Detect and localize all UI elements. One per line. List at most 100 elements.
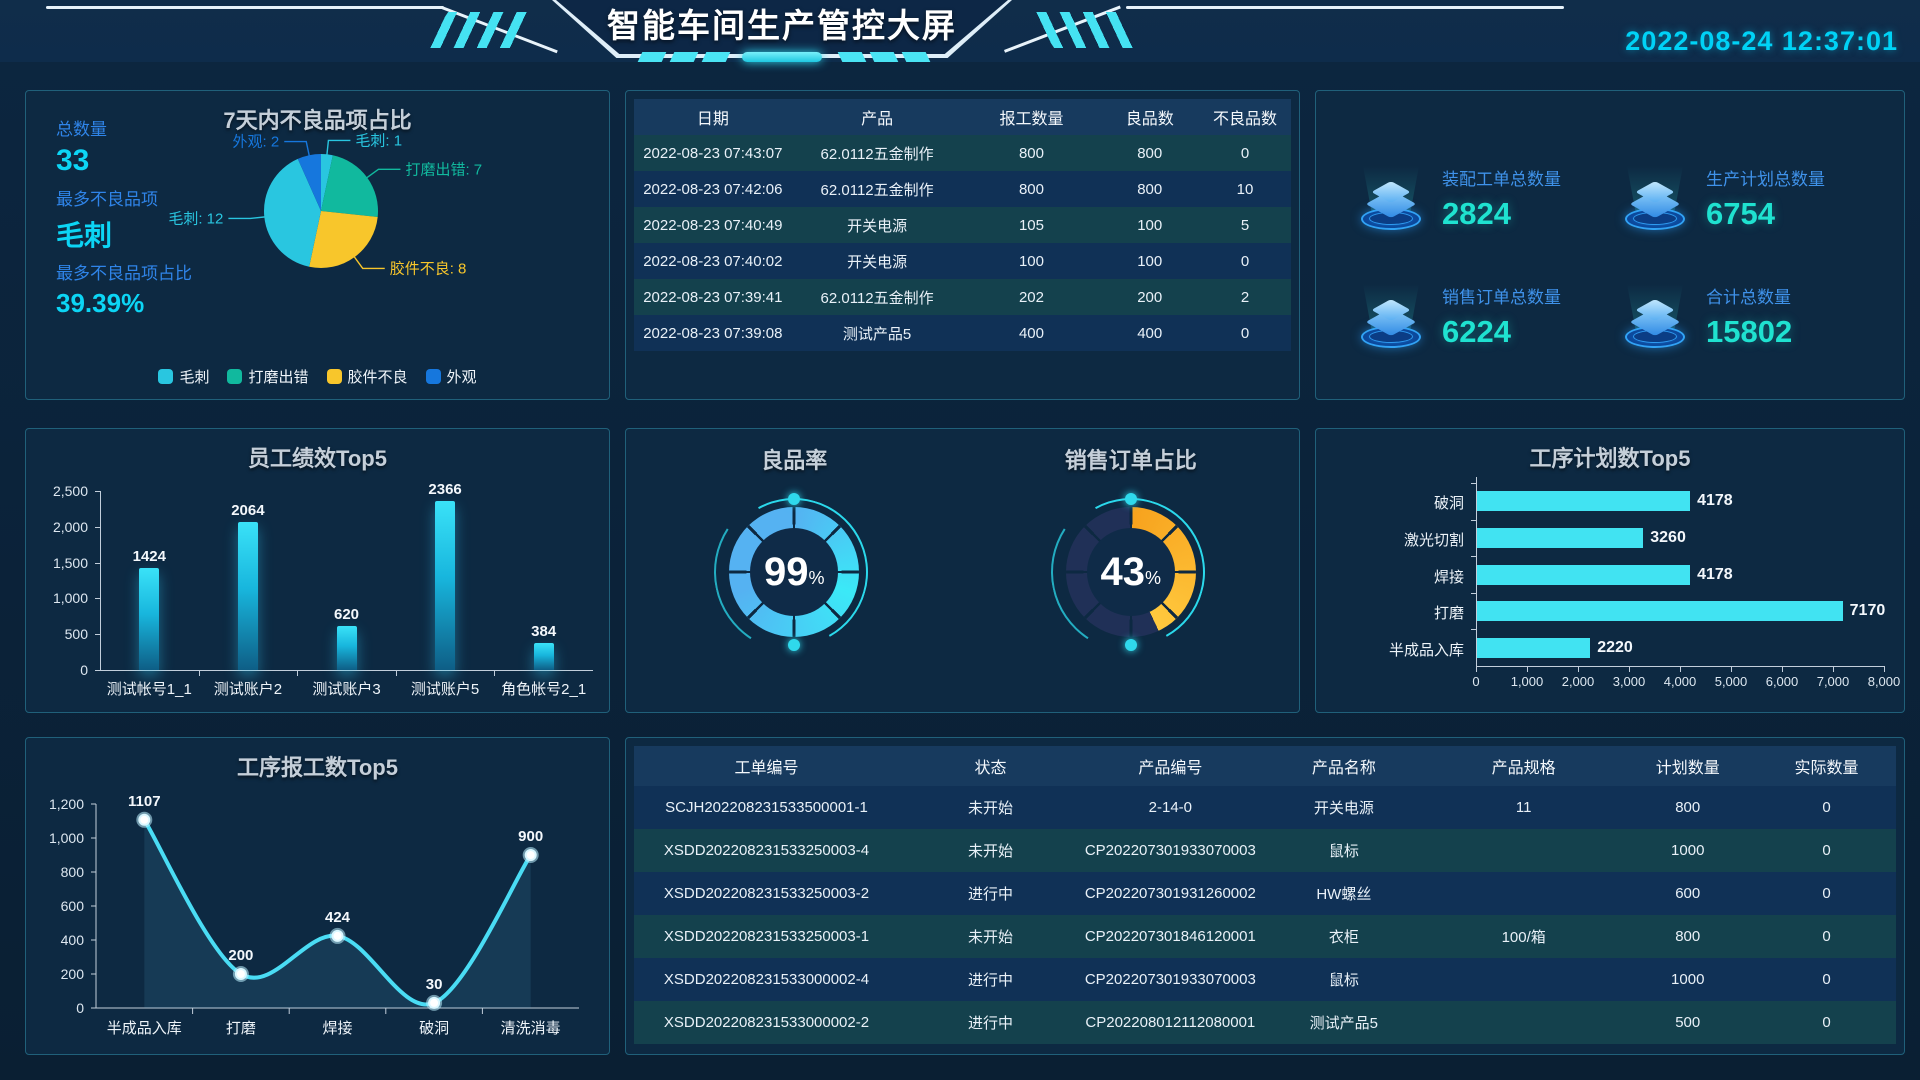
bar-category-label: 焊接 bbox=[1433, 568, 1464, 586]
line-area-fill bbox=[144, 819, 531, 1008]
table-cell: 鼠标 bbox=[1328, 972, 1359, 989]
point-value-label: 1107 bbox=[128, 793, 161, 810]
header-hash-stripes-right bbox=[1030, 12, 1140, 48]
bar-value-label: 1424 bbox=[132, 548, 166, 566]
legend-item[interactable]: 毛刺 bbox=[158, 366, 209, 387]
x-axis bbox=[100, 670, 593, 671]
pie-slice-label: 胶件不良: 8 bbox=[390, 260, 467, 277]
table-cell: XSDD202208231533250003-2 bbox=[663, 885, 870, 902]
x-tick-label: 3,000 bbox=[1612, 674, 1646, 689]
x-tick-label: 2,000 bbox=[1561, 674, 1595, 689]
bar bbox=[1477, 491, 1691, 512]
defect-stat-label: 总数量 bbox=[56, 120, 107, 139]
data-point bbox=[232, 966, 249, 982]
pie-slice-label: 毛刺: 12 bbox=[168, 210, 223, 227]
table-cell: XSDD202208231533250003-4 bbox=[663, 842, 870, 859]
bar-value-label: 2366 bbox=[428, 480, 462, 498]
y-tick-mark bbox=[95, 634, 100, 636]
x-tick-mark bbox=[1680, 666, 1681, 672]
table-cell: 2022-08-23 07:39:41 bbox=[643, 288, 783, 306]
y-tick-label: 500 bbox=[64, 626, 88, 643]
defect-stat-value: 39.39% bbox=[56, 288, 145, 318]
legend-swatch bbox=[227, 369, 243, 384]
page-header: 智能车间生产管控大屏 2022-08-24 12:37:01 bbox=[0, 0, 1920, 62]
bar-value-label: 2064 bbox=[231, 502, 265, 520]
line-category-label: 清洗消毒 bbox=[500, 1020, 561, 1037]
pie-slice-label: 毛刺: 1 bbox=[355, 132, 402, 149]
table-cell: 2 bbox=[1240, 288, 1250, 306]
line-category-label: 半成品入库 bbox=[106, 1020, 182, 1037]
point-value-label: 30 bbox=[426, 976, 443, 993]
y-tick-mark bbox=[95, 526, 100, 528]
x-tick-mark bbox=[1782, 666, 1783, 672]
x-tick-label: 0 bbox=[1472, 674, 1480, 689]
yield-rate-block: 良品率 99% bbox=[626, 429, 963, 712]
table-cell: 200 bbox=[1137, 288, 1163, 306]
table-cell: XSDD202208231533250003-1 bbox=[663, 928, 870, 945]
data-point bbox=[136, 811, 153, 828]
table-row: 2022-08-23 07:39:08 测试产品5 400 400 0 bbox=[634, 315, 1291, 351]
table-header-cell: 良品数 bbox=[1125, 111, 1174, 128]
gauges-panel: 良品率 99% 销售订单占比 43% bbox=[625, 428, 1300, 713]
table-header-cell: 计划数量 bbox=[1655, 760, 1720, 777]
totals-panel: 装配工单总数量 2824 生产计划总数量 6754 销售订单总数量 6224 合计总数量 15… bbox=[1315, 90, 1905, 400]
table-row: 2022-08-23 07:39:41 62.0112五金制作 202 200 2 bbox=[634, 279, 1291, 315]
table-cell: HW螺丝 bbox=[1316, 886, 1372, 903]
legend-item[interactable]: 打磨出错 bbox=[227, 366, 309, 387]
point-value-label: 200 bbox=[228, 947, 253, 964]
table-cell: CP202207301931260002 bbox=[1084, 885, 1256, 902]
table-header-cell: 工单编号 bbox=[734, 760, 799, 777]
table-cell: 0 bbox=[1822, 971, 1831, 988]
table-cell: 进行中 bbox=[968, 972, 1014, 989]
pie-slice-label: 打磨出错: 7 bbox=[405, 161, 482, 178]
table-row: XSDD202208231533250003-4 未开始 CP20220730193… bbox=[634, 829, 1896, 872]
bar-value-label: 4178 bbox=[1697, 565, 1733, 583]
table-cell: CP202208012112080001 bbox=[1085, 1014, 1256, 1031]
table-cell: XSDD202208231533000002-2 bbox=[663, 1014, 870, 1031]
y-tick-label: 600 bbox=[60, 898, 84, 914]
gauge-unit: % bbox=[1144, 567, 1161, 588]
table-row: 2022-08-23 07:40:49 开关电源 105 100 5 bbox=[634, 207, 1291, 243]
table-cell: CP202207301933070003 bbox=[1084, 971, 1256, 988]
header-decor-square bbox=[637, 52, 667, 62]
table-row: SCJH202208231533500001-1 未开始 2-14-0 开关电源 11 8… bbox=[634, 786, 1896, 829]
bar-category-label: 测试帐号1_1 bbox=[106, 681, 192, 698]
gauge-value: 43 bbox=[1100, 549, 1145, 594]
legend-item[interactable]: 外观 bbox=[425, 366, 477, 387]
pie-slice bbox=[309, 211, 378, 268]
table-cell: 100 bbox=[1018, 252, 1044, 270]
gauge-center: 43% bbox=[1086, 528, 1175, 616]
table-cell: 0 bbox=[1240, 324, 1250, 342]
work-report-table: 日期 产品 报工数量 良品数 不良品数 2022-08-23 07:43:07 62.011… bbox=[634, 99, 1291, 351]
y-tick-mark bbox=[1471, 592, 1476, 594]
bar-category-label: 角色帐号2_1 bbox=[501, 681, 587, 698]
table-header-cell: 实际数量 bbox=[1794, 760, 1859, 777]
gauge-dot-bottom bbox=[1124, 639, 1137, 651]
y-tick-mark bbox=[95, 562, 100, 564]
table-cell bbox=[1429, 829, 1618, 872]
bar bbox=[533, 642, 554, 670]
table-cell: 2022-08-23 07:42:06 bbox=[643, 180, 783, 198]
total-stat-text: 生产计划总数量 6754 bbox=[1706, 165, 1825, 232]
table-row: 2022-08-23 07:40:02 开关电源 100 100 0 bbox=[634, 243, 1291, 279]
table-header-cell: 产品规格 bbox=[1491, 760, 1556, 777]
y-tick-label: 1,000 bbox=[48, 830, 84, 846]
sales-order-ratio-title: 销售订单占比 bbox=[1064, 448, 1197, 473]
table-row: XSDD202208231533250003-1 未开始 CP20220730184… bbox=[634, 915, 1896, 958]
table-cell: 进行中 bbox=[968, 886, 1014, 903]
table-cell: 开关电源 bbox=[847, 217, 908, 235]
table-header-row: 日期 产品 报工数量 良品数 不良品数 bbox=[634, 99, 1291, 135]
legend-item[interactable]: 胶件不良 bbox=[326, 366, 408, 387]
y-tick-label: 2,500 bbox=[52, 483, 88, 499]
defect-stat-label: 最多不良品项 bbox=[56, 190, 158, 209]
total-stat-label: 生产计划总数量 bbox=[1706, 169, 1825, 189]
sales-order-ratio-gauge: 43% bbox=[1035, 477, 1226, 667]
table-cell: 2022-08-23 07:40:49 bbox=[643, 216, 783, 234]
bar-category-label: 半成品入库 bbox=[1388, 641, 1464, 659]
table-cell: 10 bbox=[1236, 180, 1254, 198]
defect-stat: 最多不良品项 毛刺 bbox=[56, 185, 158, 254]
total-stat-label: 装配工单总数量 bbox=[1442, 169, 1561, 189]
table-cell: 测试产品5 bbox=[1309, 1015, 1379, 1032]
table-cell: 500 bbox=[1675, 1014, 1701, 1031]
table-cell: 800 bbox=[1018, 180, 1044, 198]
